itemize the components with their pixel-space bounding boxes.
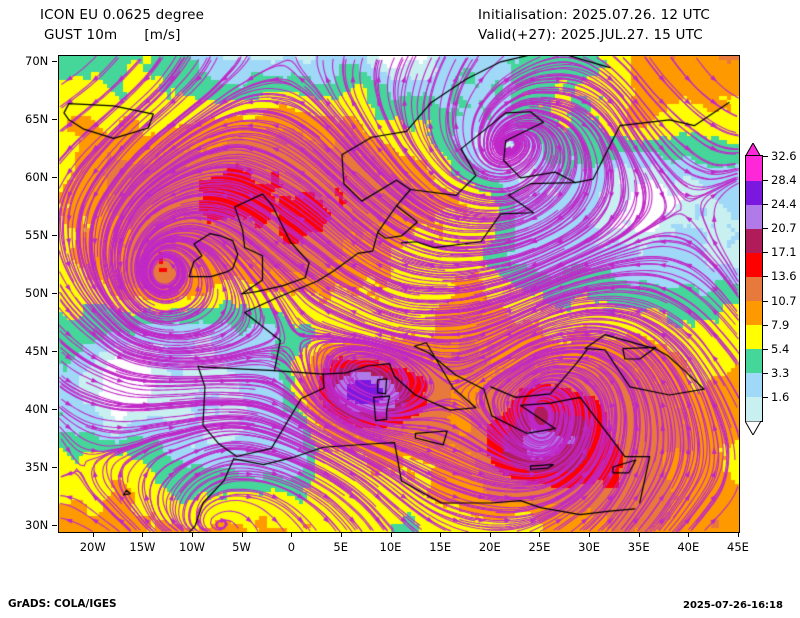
x-tick-label: 20W bbox=[79, 540, 106, 554]
y-tick-label: 50N bbox=[25, 286, 49, 300]
x-tick-mark bbox=[92, 532, 94, 537]
colorbar-tick bbox=[762, 252, 768, 254]
x-tick-label: 30E bbox=[578, 540, 600, 554]
x-tick-label: 25E bbox=[528, 540, 551, 554]
x-tick-label: 35E bbox=[627, 540, 650, 554]
variable-title: GUST 10m [m/s] bbox=[44, 27, 181, 43]
colorbar-tick bbox=[762, 204, 768, 206]
colorbar-bottom-arrow bbox=[744, 420, 762, 437]
colorbar-band bbox=[746, 300, 762, 326]
colorbar-band bbox=[746, 204, 762, 229]
x-tick-label: 5E bbox=[333, 540, 348, 554]
attribution-label: GrADS: COLA/IGES bbox=[8, 598, 117, 610]
y-tick-mark bbox=[52, 409, 57, 411]
colorbar-band bbox=[746, 348, 762, 374]
x-tick-mark bbox=[291, 532, 293, 537]
colorbar-tick bbox=[762, 300, 768, 302]
colorbar-label: 5.4 bbox=[771, 341, 790, 356]
y-tick-label: 55N bbox=[25, 227, 49, 242]
colorbar-label: 1.6 bbox=[771, 389, 790, 404]
x-tick-mark bbox=[738, 532, 739, 537]
colorbar-top-arrow bbox=[744, 141, 762, 158]
y-tick-mark bbox=[52, 176, 57, 178]
colorbar-tick bbox=[762, 324, 768, 326]
generated-timestamp: 2025-07-26-16:18 bbox=[683, 600, 783, 611]
y-tick-mark bbox=[52, 60, 57, 62]
y-tick-label: 70N bbox=[25, 53, 49, 68]
colorbar-band bbox=[746, 180, 762, 205]
initialisation-label: Initialisation: 2025.07.26. 12 UTC bbox=[478, 7, 711, 23]
y-tick-mark bbox=[52, 118, 57, 120]
colorbar-tick bbox=[762, 396, 768, 398]
x-tick-label: 45E bbox=[727, 540, 749, 554]
colorbar-tick bbox=[762, 228, 768, 230]
colorbar-tick bbox=[762, 372, 768, 374]
y-tick-label: 60N bbox=[25, 169, 49, 184]
y-tick-mark bbox=[52, 234, 57, 236]
x-tick-mark bbox=[489, 532, 491, 537]
colorbar-label: 32.6 bbox=[771, 149, 797, 163]
colorbar-band bbox=[746, 156, 762, 181]
x-tick-label: 20E bbox=[478, 540, 501, 554]
colorbar-band bbox=[746, 324, 762, 350]
y-tick-mark bbox=[52, 525, 57, 527]
x-tick-mark bbox=[192, 532, 193, 537]
colorbar-band bbox=[746, 396, 762, 422]
model-title: ICON EU 0.0625 degree bbox=[40, 7, 205, 23]
colorbar-tick bbox=[762, 276, 768, 278]
y-tick-label: 45N bbox=[25, 344, 49, 359]
y-tick-label: 30N bbox=[25, 518, 49, 533]
x-tick-mark bbox=[241, 532, 243, 537]
colorbar-band bbox=[746, 228, 762, 253]
x-tick-mark bbox=[638, 532, 640, 537]
x-tick-label: 40E bbox=[677, 540, 700, 554]
colorbar-label: 24.4 bbox=[771, 197, 797, 212]
x-tick-mark bbox=[440, 532, 442, 537]
colorbar-label: 3.3 bbox=[771, 365, 790, 380]
x-tick-label: 5W bbox=[232, 540, 251, 554]
colorbar-band bbox=[746, 372, 762, 398]
x-tick-mark bbox=[688, 532, 690, 537]
x-tick-mark bbox=[142, 532, 144, 537]
x-tick-mark bbox=[340, 532, 342, 537]
colorbar-band bbox=[746, 276, 762, 302]
y-tick-mark bbox=[52, 293, 57, 294]
x-tick-label: 10W bbox=[179, 540, 206, 554]
y-tick-label: 40N bbox=[25, 402, 49, 417]
colorbar: 1.6 3.3 5.4 7.9 10.7 13.6 17.1 20.7 24.4 28.4 32.6 bbox=[745, 149, 797, 422]
y-tick-label: 35N bbox=[25, 460, 49, 475]
x-tick-label: 10E bbox=[379, 540, 402, 554]
x-tick-mark bbox=[539, 532, 541, 537]
y-tick-label: 65N bbox=[25, 111, 49, 126]
colorbar-tick bbox=[762, 348, 768, 350]
colorbar-label: 10.7 bbox=[771, 293, 797, 308]
x-tick-label: 15E bbox=[429, 540, 452, 554]
colorbar-label: 28.4 bbox=[771, 173, 797, 188]
x-tick-mark bbox=[390, 532, 392, 537]
gust-field-map bbox=[59, 56, 739, 532]
colorbar-tick bbox=[762, 156, 768, 157]
valid-time-label: Valid(+27): 2025.JUL.27. 15 UTC bbox=[478, 27, 703, 43]
colorbar-label: 17.1 bbox=[771, 245, 797, 260]
map-plot-area bbox=[58, 55, 740, 533]
colorbar-label: 13.6 bbox=[771, 269, 797, 284]
y-tick-mark bbox=[52, 351, 57, 353]
colorbar-label: 20.7 bbox=[771, 221, 797, 236]
y-tick-mark bbox=[52, 467, 57, 469]
colorbar-band bbox=[746, 252, 762, 277]
x-tick-label: 0 bbox=[287, 540, 296, 554]
colorbar-label: 7.9 bbox=[771, 317, 790, 332]
colorbar-tick bbox=[762, 180, 768, 182]
x-tick-label: 15W bbox=[129, 540, 156, 554]
x-tick-mark bbox=[589, 532, 591, 537]
